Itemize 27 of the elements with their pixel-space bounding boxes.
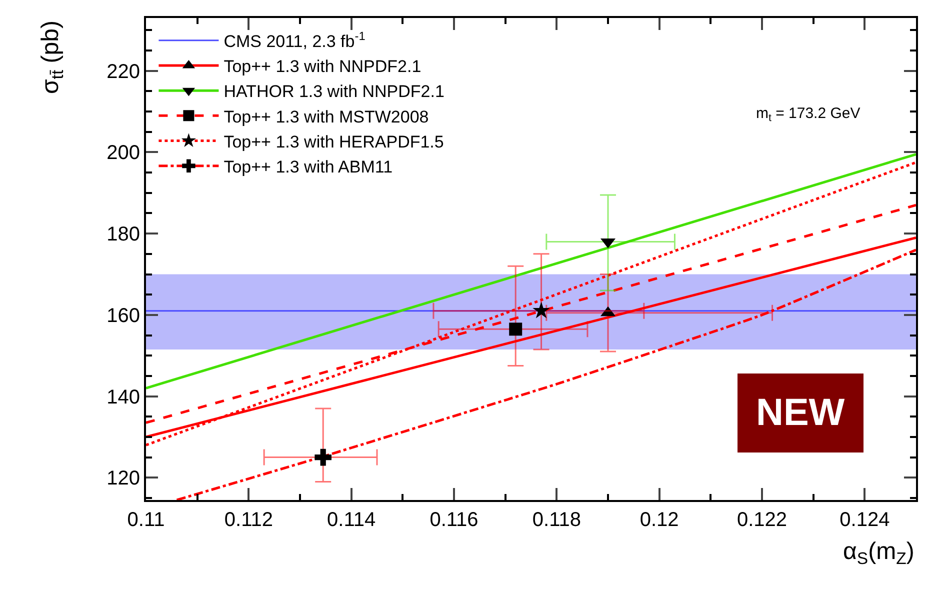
y-tick-label: 160 bbox=[106, 304, 140, 327]
point bbox=[532, 302, 550, 318]
x-tick-label: 0.114 bbox=[327, 509, 376, 531]
point bbox=[314, 448, 332, 466]
annotation: m$_{t}$ = 173.2 GeV bbox=[756, 105, 860, 124]
x-tick-label: 0.118 bbox=[532, 509, 581, 531]
line-series bbox=[176, 248, 916, 500]
y-tick-label: 220 bbox=[106, 60, 140, 83]
x-tick-label: 0.122 bbox=[736, 509, 788, 531]
x-axis-title: α$_{S}$(m$_{Z}$) bbox=[843, 538, 914, 568]
annotation: NEW bbox=[756, 392, 845, 434]
legend-label: Top++ 1.3 with NNPDF2.1 bbox=[224, 57, 422, 76]
x-tick-label: 0.112 bbox=[224, 509, 273, 531]
x-tick-label: 0.116 bbox=[430, 509, 478, 531]
legend-label: HATHOR 1.3 with NNPDF2.1 bbox=[224, 82, 444, 102]
y-tick-label: 200 bbox=[106, 142, 140, 164]
point bbox=[509, 322, 522, 336]
y-tick-label: 140 bbox=[106, 386, 140, 408]
x-tick-label: 0.124 bbox=[840, 509, 890, 531]
legend-label: Top++ 1.3 with MSTW2008 bbox=[224, 107, 429, 126]
x-tick-label: 0.11 bbox=[127, 509, 165, 531]
legend-label: Top++ 1.3 with HERAPDF1.5 bbox=[224, 132, 444, 152]
x-tick-label: 0.12 bbox=[640, 509, 679, 531]
legend-label: CMS 2011, 2.3 fb$^{-1}$ bbox=[224, 28, 366, 51]
y-tick-label: 180 bbox=[106, 224, 140, 246]
legend-label: Top++ 1.3 with ABM11 bbox=[224, 158, 393, 176]
y-tick-label: 120 bbox=[106, 468, 140, 490]
